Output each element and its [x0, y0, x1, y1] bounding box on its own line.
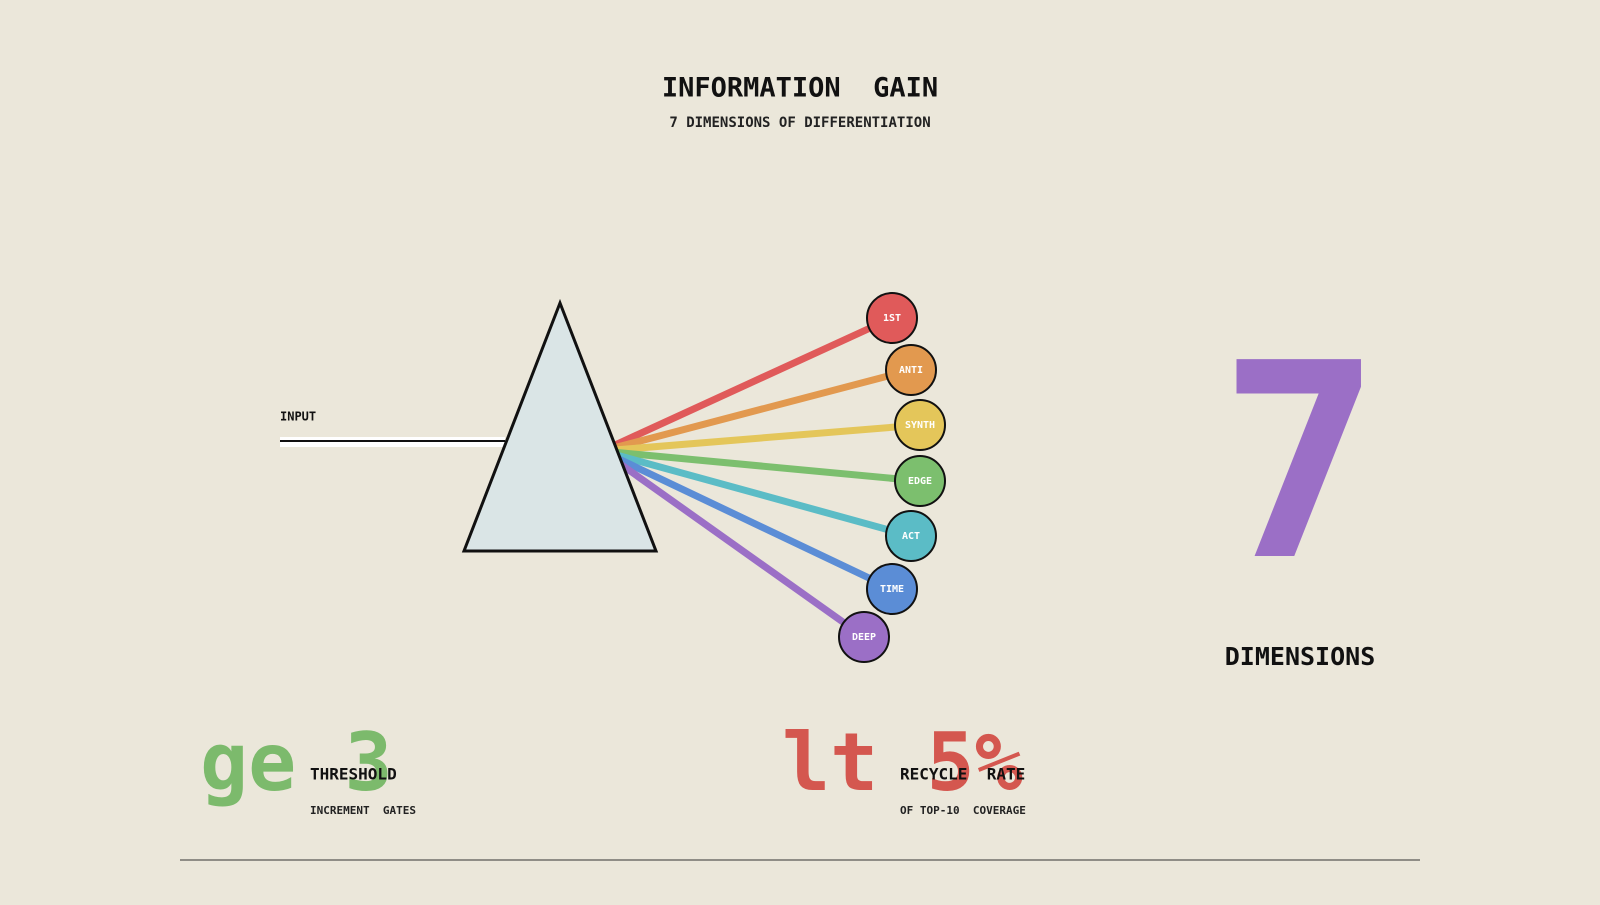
ray — [601, 447, 921, 485]
input-label: INPUT — [280, 410, 316, 424]
stat-sub: OF TOP-10 COVERAGE — [900, 804, 1026, 817]
node — [838, 611, 890, 663]
node — [885, 344, 937, 396]
prism — [461, 298, 659, 553]
node — [866, 563, 918, 615]
stat-value: lt 5% — [782, 716, 1023, 809]
highlight-value: 7 — [1219, 305, 1382, 620]
rays — [599, 314, 921, 640]
stat-label: RECYCLE RATE — [900, 765, 1025, 784]
node — [866, 292, 918, 344]
node-label: DEEP — [852, 632, 876, 643]
node-label: SYNTH — [905, 420, 935, 431]
node-label: EDGE — [908, 476, 932, 487]
ray — [600, 447, 894, 593]
node — [894, 455, 946, 507]
node-label: 1ST — [883, 313, 901, 324]
node-label: ACT — [902, 531, 920, 542]
ray — [601, 366, 912, 455]
nodes: 1ST ANTI SYNTH EDGE ACT TIME DEEP — [838, 292, 946, 663]
node-label: TIME — [880, 584, 904, 595]
node — [885, 510, 937, 562]
node-label: ANTI — [899, 365, 923, 376]
highlight-label: DIMENSIONS — [1225, 642, 1376, 671]
stat-sub: INCREMENT GATES — [310, 804, 416, 817]
title: INFORMATION GAIN — [662, 73, 938, 104]
ray — [601, 447, 912, 540]
stat-value: ge 3 — [200, 716, 393, 809]
stat-label: THRESHOLD — [310, 765, 397, 784]
ray — [601, 421, 921, 455]
ray — [600, 314, 894, 455]
subtitle: 7 DIMENSIONS OF DIFFERENTIATION — [669, 115, 930, 131]
node — [894, 399, 946, 451]
ray — [599, 448, 867, 640]
